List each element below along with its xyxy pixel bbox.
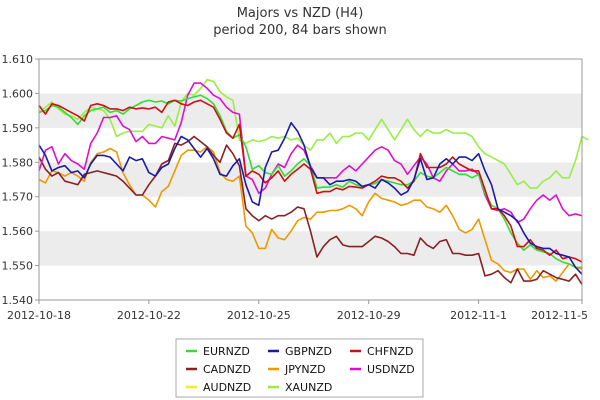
y-axis: 1.540 1.550 1.560 1.570 1.580 1.590 1.600 1.610 — [2, 53, 39, 307]
x-axis: 2012-10-18 2012-10-22 2012-10-25 2012-10-29… — [7, 300, 588, 322]
x-tick-label: 2012-11-5 — [531, 309, 588, 322]
y-tick-label: 1.570 — [2, 191, 34, 204]
legend-label-cadnzd: CADNZD — [203, 363, 251, 376]
legend-label-gbpnzd: GBPNZD — [285, 345, 332, 358]
series-line-gbpnzd — [38, 121, 583, 275]
chart-title: Majors vs NZD (H4) — [237, 6, 364, 21]
legend-label-audnzd: AUDNZD — [203, 381, 251, 394]
legend: EURNZD GBPNZD CHFNZD CADNZD JPYNZD USDNZD AUDN… — [175, 338, 424, 398]
y-tick-label: 1.610 — [2, 53, 34, 66]
y-tick-label: 1.580 — [2, 156, 34, 169]
legend-label-usdnzd: USDNZD — [367, 363, 415, 376]
grid-band — [39, 59, 582, 94]
grid-band — [39, 93, 582, 128]
series-line-chfnzd — [38, 99, 583, 263]
y-tick-label: 1.560 — [2, 225, 34, 238]
x-tick-label: 2012-10-18 — [7, 309, 71, 322]
legend-label-jpynzd: JPYNZD — [284, 363, 326, 376]
legend-label-xaunzd: XAUNZD — [285, 381, 332, 394]
y-tick-label: 1.600 — [2, 87, 34, 100]
plot-area — [38, 78, 589, 285]
series-line-jpynzd — [38, 146, 583, 282]
y-tick-label: 1.550 — [2, 260, 34, 273]
y-tick-label: 1.590 — [2, 122, 34, 135]
y-tick-label: 1.540 — [2, 294, 34, 307]
plot-frame — [38, 58, 583, 301]
grid-band — [39, 265, 582, 300]
grid-band — [39, 127, 582, 163]
x-tick-label: 2012-10-29 — [337, 309, 401, 322]
series-line-cadnzd — [38, 135, 583, 285]
x-tick-label: 2012-10-25 — [227, 309, 291, 322]
grid-band — [39, 231, 582, 266]
legend-label-eurnzd: EURNZD — [203, 345, 250, 358]
legend-box — [175, 338, 424, 398]
grid-band — [39, 196, 582, 232]
x-tick-label: 2012-10-22 — [117, 309, 181, 322]
chart-subtitle: period 200, 84 bars shown — [213, 23, 387, 38]
legend-label-chfnzd: CHFNZD — [367, 345, 414, 358]
x-tick-label: 2012-11-1 — [450, 309, 507, 322]
